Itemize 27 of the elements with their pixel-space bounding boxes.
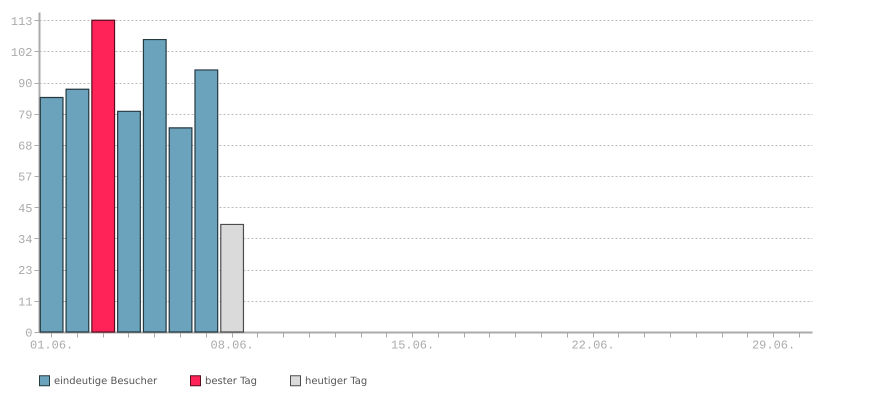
y-tick-label: 79 bbox=[18, 108, 32, 122]
y-tick-label: 113 bbox=[10, 14, 32, 29]
y-tick-label: 57 bbox=[18, 170, 32, 185]
x-tick-label: 22.06. bbox=[571, 338, 615, 352]
bar bbox=[220, 224, 244, 333]
x-tick-label: 15.06. bbox=[391, 338, 434, 352]
x-tick-label: 29.06. bbox=[752, 338, 796, 352]
legend-label: heutiger Tag bbox=[305, 376, 368, 387]
y-tick-label: 102 bbox=[10, 46, 32, 60]
legend-label: eindeutige Besucher bbox=[54, 376, 158, 387]
legend-label: bester Tag bbox=[205, 376, 258, 387]
y-tick-label: 34 bbox=[18, 232, 32, 247]
y-tick-label: 68 bbox=[18, 139, 32, 154]
bar bbox=[142, 38, 167, 333]
y-tick-label: 0 bbox=[25, 326, 32, 340]
y-tick-label: 45 bbox=[18, 202, 32, 216]
bar bbox=[91, 20, 116, 333]
bar bbox=[117, 110, 141, 333]
x-tick-label: 01.06. bbox=[30, 338, 74, 352]
y-tick-label: 90 bbox=[18, 77, 32, 92]
y-tick-label: 11 bbox=[18, 295, 32, 310]
bar bbox=[194, 69, 218, 333]
bar bbox=[168, 127, 192, 333]
bar bbox=[40, 96, 64, 333]
bar bbox=[65, 88, 90, 333]
y-tick-label: 23 bbox=[18, 264, 32, 278]
x-tick-label: 08.06. bbox=[210, 338, 254, 352]
